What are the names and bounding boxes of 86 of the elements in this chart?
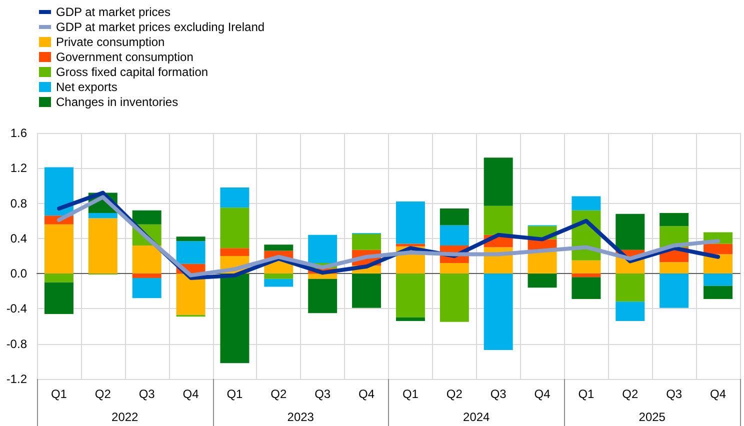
bar bbox=[440, 274, 469, 322]
bar bbox=[220, 248, 250, 256]
x-tick-label: Q4 bbox=[358, 387, 375, 401]
bar bbox=[660, 274, 689, 308]
bar bbox=[704, 286, 733, 300]
bar bbox=[308, 278, 338, 314]
bar bbox=[440, 263, 469, 274]
bar bbox=[176, 241, 206, 264]
bar bbox=[308, 274, 338, 279]
x-tick-label: Q4 bbox=[710, 387, 726, 401]
legend-label: GDP at market prices excluding Ireland bbox=[56, 20, 265, 34]
x-tick-label: Q2 bbox=[446, 387, 463, 401]
bar bbox=[176, 274, 206, 315]
x-tick-label: Q1 bbox=[578, 387, 595, 401]
bar bbox=[44, 274, 74, 282]
y-tick-label: 1.6 bbox=[10, 126, 28, 140]
text: 2023 bbox=[287, 410, 314, 424]
text: 2024 bbox=[463, 410, 490, 424]
x-tick-label: Q2 bbox=[622, 387, 638, 401]
bar bbox=[264, 274, 294, 279]
bar bbox=[484, 206, 513, 235]
bar bbox=[132, 210, 162, 224]
bar bbox=[572, 277, 601, 300]
legend-label: Gross fixed capital formation bbox=[56, 65, 208, 79]
y-tick-label: -1.2 bbox=[6, 372, 28, 386]
bar bbox=[220, 274, 250, 364]
bar bbox=[352, 274, 382, 308]
text: 2022 bbox=[112, 410, 139, 424]
bar bbox=[396, 318, 425, 322]
bar bbox=[572, 260, 601, 274]
bar bbox=[396, 244, 425, 246]
bar bbox=[88, 212, 118, 218]
bar bbox=[132, 274, 162, 278]
legend-label: Changes in inventories bbox=[56, 95, 178, 109]
x-tick-label: Q3 bbox=[314, 387, 331, 401]
bar bbox=[264, 278, 294, 287]
y-tick-label: -0.8 bbox=[6, 336, 28, 351]
legend-label: Private consumption bbox=[56, 35, 165, 49]
bar bbox=[264, 244, 294, 251]
y-tick-label: 0.8 bbox=[10, 196, 28, 210]
bar bbox=[572, 274, 601, 278]
bar bbox=[220, 208, 250, 248]
bar bbox=[396, 274, 425, 318]
bar bbox=[44, 282, 74, 314]
legend-label: Government consumption bbox=[56, 50, 194, 64]
x-tick-label: Q1 bbox=[226, 387, 244, 401]
bar bbox=[704, 244, 733, 254]
bar bbox=[44, 224, 74, 274]
x-tick-label: Q2 bbox=[94, 387, 112, 401]
x-tick-label: Q3 bbox=[138, 387, 156, 401]
bar bbox=[660, 212, 689, 226]
bar bbox=[440, 225, 469, 246]
bar bbox=[132, 278, 162, 298]
bar bbox=[308, 234, 338, 264]
bar bbox=[440, 208, 469, 226]
bar bbox=[88, 218, 118, 274]
x-tick-label: Q3 bbox=[490, 387, 507, 401]
y-tick-label: 0.0 bbox=[10, 266, 28, 281]
x-tick-label: Q4 bbox=[182, 387, 200, 401]
text: 2025 bbox=[638, 410, 666, 424]
bar bbox=[616, 302, 645, 322]
bar bbox=[484, 158, 513, 206]
x-tick-label: Q1 bbox=[50, 387, 68, 401]
bar bbox=[704, 254, 733, 274]
bar bbox=[616, 214, 645, 250]
bar bbox=[616, 274, 645, 302]
bar bbox=[484, 274, 513, 350]
bar bbox=[528, 274, 557, 288]
x-tick-label: Q4 bbox=[534, 387, 551, 401]
bar bbox=[132, 245, 162, 274]
bar bbox=[44, 167, 74, 216]
x-tick-label: Q1 bbox=[402, 387, 419, 401]
bar bbox=[396, 202, 425, 244]
x-tick-label: Q2 bbox=[270, 387, 287, 401]
bar bbox=[220, 187, 250, 208]
y-tick-label: 1.2 bbox=[10, 161, 28, 176]
x-tick-label: Q3 bbox=[666, 387, 682, 401]
legend-label: GDP at market prices bbox=[56, 5, 170, 19]
legend-label: Net exports bbox=[56, 80, 118, 94]
bar bbox=[572, 196, 601, 210]
bar bbox=[352, 234, 382, 250]
bar bbox=[704, 274, 733, 286]
y-tick-label: -0.4 bbox=[6, 302, 28, 316]
bar bbox=[176, 236, 206, 242]
bar bbox=[660, 262, 689, 274]
y-tick-label: 0.4 bbox=[10, 231, 28, 246]
